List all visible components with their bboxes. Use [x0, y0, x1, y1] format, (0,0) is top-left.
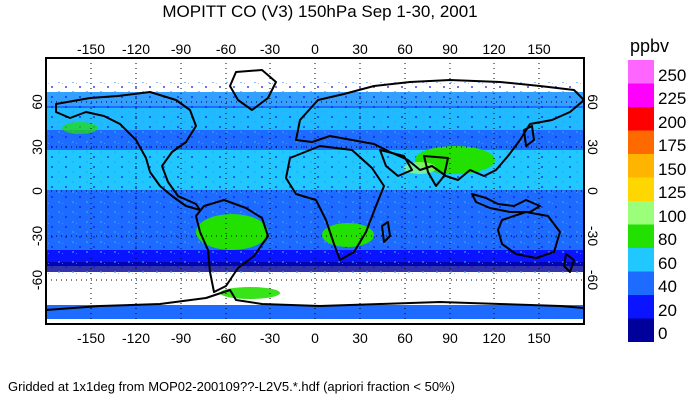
lon-tick-bottom: 90 [442, 330, 458, 346]
colorbar-swatch [628, 318, 654, 342]
colorbar-label: 80 [658, 230, 677, 249]
lon-tick-top: 150 [527, 41, 551, 57]
colorbar-label: 100 [658, 207, 686, 226]
lat-tick-right: 60 [585, 94, 601, 110]
colorbar-unit-label: ppbv [630, 36, 669, 56]
footer-note: Gridded at 1x1deg from MOP02-200109??-L2… [8, 379, 455, 394]
lat-tick-right: 0 [585, 187, 601, 195]
lon-tick-top: 120 [482, 41, 506, 57]
lon-tick-top: -150 [77, 41, 105, 57]
colorbar: ppbv 250 225 200 175 150 125 100 80 60 4… [628, 36, 686, 343]
lat-tick-left: -60 [29, 270, 45, 290]
lon-tick-bottom: -90 [171, 330, 191, 346]
colorbar-swatch [628, 154, 654, 178]
co-high-southern-africa [322, 223, 374, 247]
lat-tick-left: -30 [29, 226, 45, 246]
lon-tick-bottom: 150 [527, 330, 551, 346]
lon-tick-top: 60 [397, 41, 413, 57]
co-high-pacific [62, 122, 98, 134]
co-high-south-america [196, 214, 268, 250]
lon-tick-bottom: 120 [482, 330, 506, 346]
colorbar-swatch [628, 60, 654, 84]
antarctica-coast [46, 289, 584, 311]
colorbar-label: 0 [658, 324, 667, 343]
map-title: MOPITT CO (V3) 150hPa Sep 1-30, 2001 [162, 2, 478, 21]
colorbar-label: 60 [658, 254, 677, 273]
colorbar-swatches [628, 60, 654, 342]
lat-axis-left: 60 30 0 -30 -60 [29, 94, 45, 290]
eurasia-coast [295, 79, 584, 181]
co-high-antarctic-peninsula [220, 287, 280, 299]
colorbar-swatch [628, 107, 654, 131]
lon-tick-bottom: -120 [122, 330, 150, 346]
colorbar-label: 125 [658, 183, 686, 202]
colorbar-label: 40 [658, 277, 677, 296]
colorbar-swatch [628, 130, 654, 154]
map-panel [45, 57, 585, 325]
new-zealand-coast [563, 253, 575, 273]
colorbar-label: 20 [658, 301, 677, 320]
india-coast [423, 155, 449, 187]
lat-tick-left: 60 [29, 94, 45, 110]
colorbar-swatch [628, 271, 654, 295]
map-border [45, 57, 585, 325]
colorbar-swatch [628, 83, 654, 107]
australia-coast [497, 211, 561, 259]
lon-axis-bottom: -150 -120 -90 -60 -30 0 30 60 90 120 150 [77, 330, 551, 346]
colorbar-swatch [628, 201, 654, 225]
lon-tick-top: 90 [442, 41, 458, 57]
lat-tick-left: 0 [29, 187, 45, 195]
lat-tick-left: 30 [29, 139, 45, 155]
lon-tick-bottom: -30 [260, 330, 280, 346]
lon-tick-bottom: 0 [311, 330, 319, 346]
colorbar-swatch [628, 248, 654, 272]
lon-tick-bottom: -150 [77, 330, 105, 346]
lon-tick-bottom: 30 [352, 330, 368, 346]
lon-tick-bottom: -60 [216, 330, 236, 346]
lon-axis-top: -150 -120 -90 -60 -30 0 30 60 90 120 150 [77, 41, 551, 57]
colorbar-swatch [628, 224, 654, 248]
africa-coast [285, 145, 385, 261]
lon-tick-bottom: 60 [397, 330, 413, 346]
madagascar-coast [381, 221, 391, 243]
colorbar-swatch [628, 177, 654, 201]
lon-tick-top: -30 [260, 41, 280, 57]
lon-tick-top: 30 [352, 41, 368, 57]
japan-coast [523, 125, 535, 147]
lat-tick-right: -60 [585, 270, 601, 290]
north-america-coast [55, 91, 201, 211]
colorbar-label: 200 [658, 113, 686, 132]
greenland-coast [229, 69, 277, 111]
lat-axis-right: 60 30 0 -30 -60 [585, 94, 601, 290]
lat-tick-right: 30 [585, 139, 601, 155]
lon-tick-top: -60 [216, 41, 236, 57]
co-band-antarctic [46, 305, 584, 319]
lat-tick-right: -30 [585, 226, 601, 246]
indonesia-coast [471, 193, 541, 213]
colorbar-label: 150 [658, 160, 686, 179]
colorbar-label: 225 [658, 89, 686, 108]
lon-tick-top: -90 [171, 41, 191, 57]
co-speckle [46, 78, 584, 274]
colorbar-label: 175 [658, 136, 686, 155]
colorbar-label: 250 [658, 66, 686, 85]
lon-tick-top: -120 [122, 41, 150, 57]
south-america-coast [195, 199, 269, 293]
colorbar-swatch [628, 295, 654, 319]
coastlines [46, 69, 584, 311]
lon-tick-top: 0 [311, 41, 319, 57]
